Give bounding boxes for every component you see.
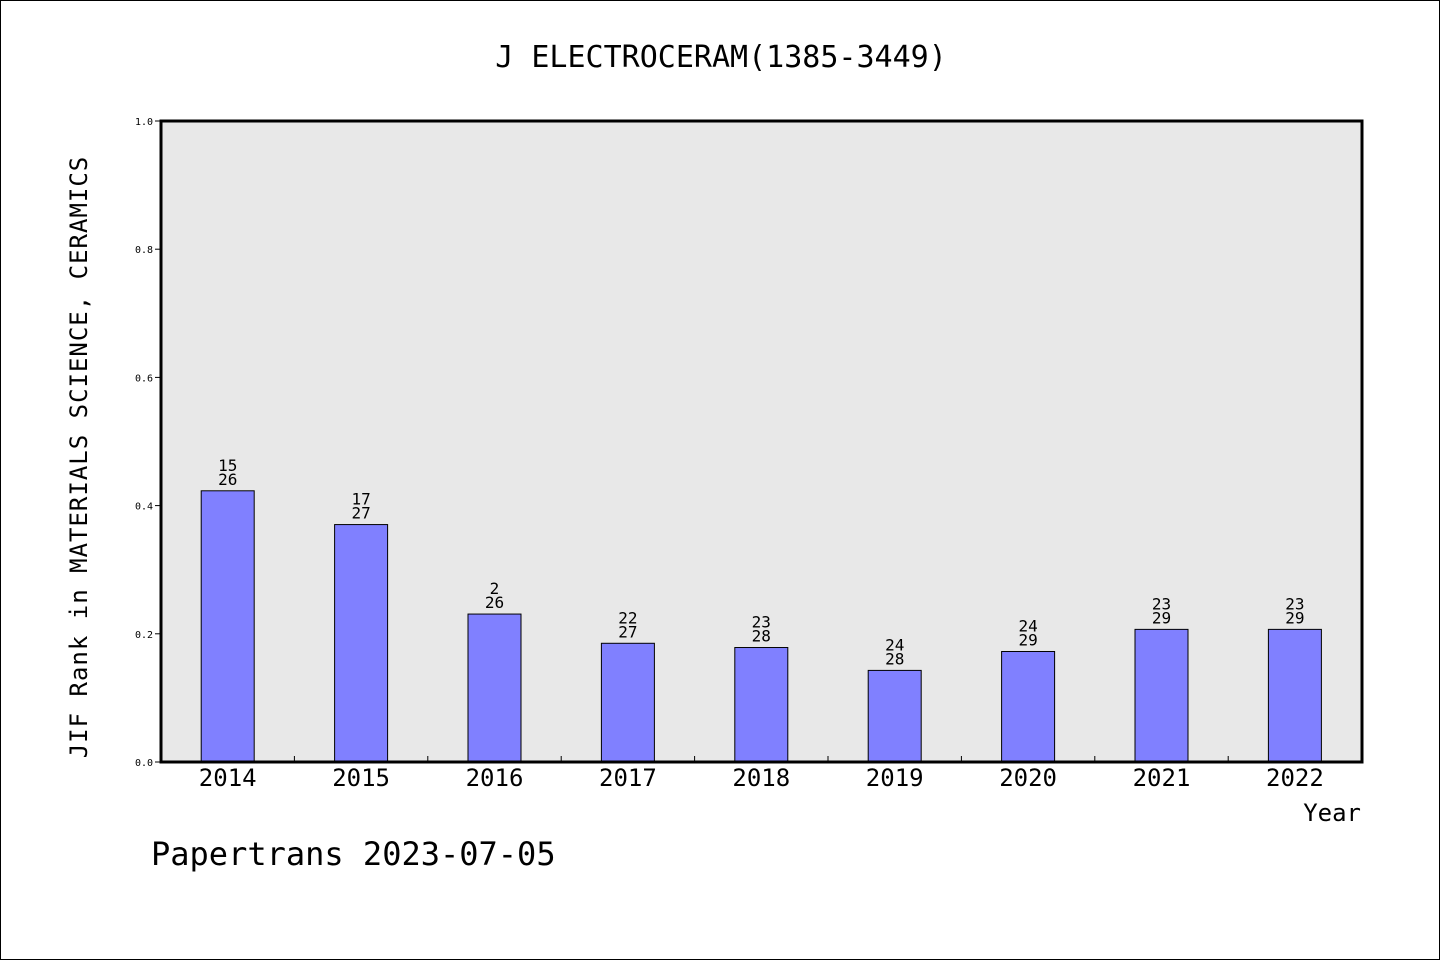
bar-2017: [600, 642, 655, 763]
y-tick-label-0.6: 0.6: [135, 373, 153, 384]
rank-label-bottom-2016: 26: [485, 593, 504, 612]
x-tick-label-2020: 2020: [999, 764, 1057, 792]
rank-label-top-2019: 24: [885, 635, 904, 654]
y-tick-label-1.0: 1.0: [135, 117, 153, 128]
bar-2015: [334, 524, 389, 763]
bar-2016: [467, 613, 522, 763]
rank-label-bottom-2020: 29: [1018, 630, 1037, 649]
rank-label-bottom-2021: 29: [1152, 608, 1171, 627]
rank-label-top-2014: 15: [218, 456, 237, 475]
x-axis: 2014 2015 2016 2017 2018 2019 2020 2021 2022: [199, 756, 1324, 792]
rank-label-bottom-2014: 26: [218, 470, 237, 489]
rank-label-bottom-2015: 27: [351, 504, 370, 523]
x-tick-label-2019: 2019: [866, 764, 924, 792]
rank-label-top-2018: 23: [752, 613, 771, 632]
y-tick-label-0.0: 0.0: [135, 758, 153, 769]
y-axis: 0.0 0.2 0.4 0.6 0.8 1.0: [135, 117, 161, 769]
rank-label-bottom-2017: 27: [618, 622, 637, 641]
rank-label-top-2015: 17: [351, 490, 370, 509]
bar-2020: [1001, 650, 1056, 763]
x-tick-label-2021: 2021: [1133, 764, 1191, 792]
rank-label-bottom-2018: 28: [752, 627, 771, 646]
rank-label-bottom-2019: 28: [885, 649, 904, 668]
x-axis-label: Year: [1303, 799, 1361, 827]
bar-2022: [1267, 628, 1322, 763]
footer-credit: Papertrans 2023-07-05: [151, 835, 556, 873]
chart-title: J ELECTROCERAM(1385-3449): [495, 40, 947, 75]
x-tick-label-2017: 2017: [599, 764, 657, 792]
x-tick-label-2014: 2014: [199, 764, 257, 792]
x-tick-label-2018: 2018: [732, 764, 790, 792]
bar-2021: [1134, 628, 1189, 763]
rank-label-top-2022: 23: [1285, 594, 1304, 613]
bar-2018: [734, 647, 789, 763]
y-tick-label-0.4: 0.4: [135, 502, 153, 513]
plot-border: [159, 119, 1364, 764]
rank-label-top-2017: 22: [618, 608, 637, 627]
rank-label-top-2021: 23: [1152, 594, 1171, 613]
y-axis-label: JIF Rank in MATERIALS SCIENCE, CERAMICS: [65, 156, 93, 759]
rank-label-top-2016: 2: [490, 579, 500, 598]
y-tick-label-0.8: 0.8: [135, 245, 153, 256]
rank-label-bottom-2022: 29: [1285, 608, 1304, 627]
x-tick-label-2022: 2022: [1266, 764, 1324, 792]
bar-2014: [200, 490, 255, 763]
y-tick-label-0.2: 0.2: [135, 630, 153, 641]
rank-label-top-2020: 24: [1018, 616, 1037, 635]
bar-2019: [867, 669, 922, 763]
x-tick-label-2016: 2016: [466, 764, 524, 792]
bars-group: [200, 490, 1322, 763]
x-tick-label-2015: 2015: [332, 764, 390, 792]
